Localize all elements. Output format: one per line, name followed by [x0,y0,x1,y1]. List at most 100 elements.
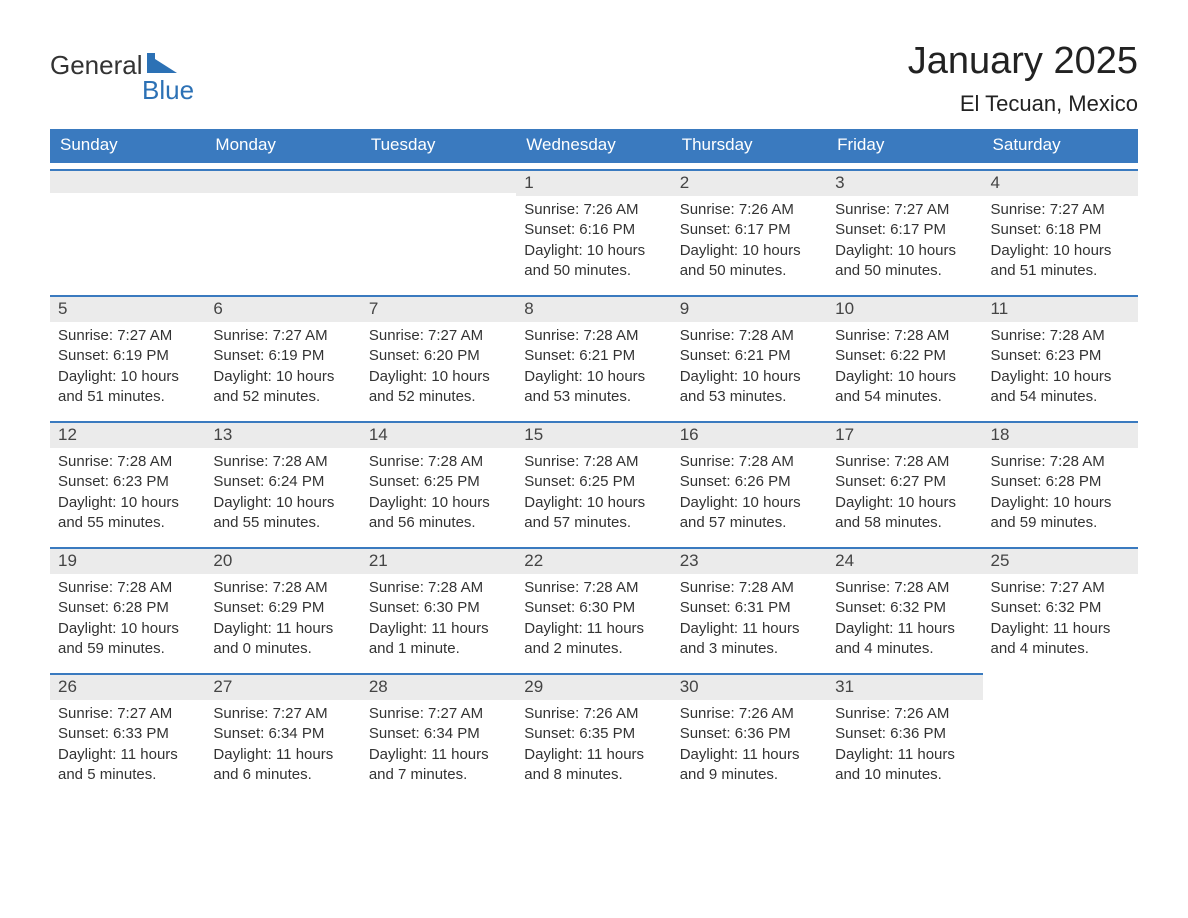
day-number: 18 [983,421,1138,448]
day-cell: 18Sunrise: 7:28 AMSunset: 6:28 PMDayligh… [983,421,1138,541]
day-number: 7 [361,295,516,322]
daylight-line1: Daylight: 10 hours [58,493,197,513]
sunrise-label: Sunrise: 7:28 AM [524,326,663,346]
daylight-line2: and 54 minutes. [835,387,974,407]
daylight-line1: Daylight: 10 hours [835,367,974,387]
daylight-line2: and 6 minutes. [213,765,352,785]
daylight-line1: Daylight: 11 hours [835,619,974,639]
daylight-line1: Daylight: 10 hours [58,619,197,639]
daylight-line2: and 50 minutes. [680,261,819,281]
daylight-line2: and 50 minutes. [835,261,974,281]
day-cell: 8Sunrise: 7:28 AMSunset: 6:21 PMDaylight… [516,295,671,415]
sunrise-label: Sunrise: 7:27 AM [213,326,352,346]
sunrise-label: Sunrise: 7:28 AM [835,326,974,346]
logo-general-text: General [50,50,143,81]
sunrise-label: Sunrise: 7:28 AM [369,452,508,472]
sunset-label: Sunset: 6:28 PM [991,472,1130,492]
weekday-header: Monday [205,129,360,163]
sunrise-label: Sunrise: 7:26 AM [835,704,974,724]
sunrise-label: Sunrise: 7:28 AM [58,578,197,598]
daylight-line2: and 53 minutes. [680,387,819,407]
sunset-label: Sunset: 6:21 PM [680,346,819,366]
day-body: Sunrise: 7:27 AMSunset: 6:32 PMDaylight:… [983,574,1138,665]
daylight-line2: and 52 minutes. [369,387,508,407]
sunset-label: Sunset: 6:17 PM [680,220,819,240]
sunset-label: Sunset: 6:25 PM [524,472,663,492]
sunrise-label: Sunrise: 7:26 AM [680,704,819,724]
sunset-label: Sunset: 6:20 PM [369,346,508,366]
daylight-line1: Daylight: 11 hours [369,745,508,765]
daylight-line2: and 58 minutes. [835,513,974,533]
day-cell: 25Sunrise: 7:27 AMSunset: 6:32 PMDayligh… [983,547,1138,667]
sunset-label: Sunset: 6:24 PM [213,472,352,492]
sunrise-label: Sunrise: 7:26 AM [524,200,663,220]
daylight-line2: and 4 minutes. [835,639,974,659]
day-number: 6 [205,295,360,322]
day-number: 22 [516,547,671,574]
day-body: Sunrise: 7:28 AMSunset: 6:31 PMDaylight:… [672,574,827,665]
sunset-label: Sunset: 6:19 PM [58,346,197,366]
daylight-line2: and 2 minutes. [524,639,663,659]
sunrise-label: Sunrise: 7:27 AM [835,200,974,220]
sunrise-label: Sunrise: 7:28 AM [524,452,663,472]
day-body: Sunrise: 7:27 AMSunset: 6:19 PMDaylight:… [50,322,205,413]
calendar: SundayMondayTuesdayWednesdayThursdayFrid… [50,129,1138,793]
day-body: Sunrise: 7:28 AMSunset: 6:30 PMDaylight:… [361,574,516,665]
day-cell: 13Sunrise: 7:28 AMSunset: 6:24 PMDayligh… [205,421,360,541]
sunrise-label: Sunrise: 7:28 AM [835,452,974,472]
day-body: Sunrise: 7:26 AMSunset: 6:35 PMDaylight:… [516,700,671,791]
daylight-line2: and 8 minutes. [524,765,663,785]
daylight-line2: and 51 minutes. [58,387,197,407]
day-number: 27 [205,673,360,700]
calendar-week: 19Sunrise: 7:28 AMSunset: 6:28 PMDayligh… [50,547,1138,667]
day-cell: 16Sunrise: 7:28 AMSunset: 6:26 PMDayligh… [672,421,827,541]
daylight-line1: Daylight: 10 hours [213,367,352,387]
sunrise-label: Sunrise: 7:28 AM [680,452,819,472]
calendar-weeks: 1Sunrise: 7:26 AMSunset: 6:16 PMDaylight… [50,169,1138,793]
sunset-label: Sunset: 6:21 PM [524,346,663,366]
day-body: Sunrise: 7:27 AMSunset: 6:34 PMDaylight:… [205,700,360,791]
day-cell: 27Sunrise: 7:27 AMSunset: 6:34 PMDayligh… [205,673,360,793]
day-body: Sunrise: 7:28 AMSunset: 6:25 PMDaylight:… [361,448,516,539]
daylight-line1: Daylight: 10 hours [524,241,663,261]
day-body: Sunrise: 7:27 AMSunset: 6:18 PMDaylight:… [983,196,1138,287]
daylight-line1: Daylight: 11 hours [991,619,1130,639]
daylight-line2: and 50 minutes. [524,261,663,281]
sunset-label: Sunset: 6:30 PM [524,598,663,618]
daylight-line2: and 7 minutes. [369,765,508,785]
day-body: Sunrise: 7:28 AMSunset: 6:23 PMDaylight:… [50,448,205,539]
day-cell: 29Sunrise: 7:26 AMSunset: 6:35 PMDayligh… [516,673,671,793]
daylight-line1: Daylight: 10 hours [58,367,197,387]
day-cell: 14Sunrise: 7:28 AMSunset: 6:25 PMDayligh… [361,421,516,541]
daylight-line1: Daylight: 11 hours [524,619,663,639]
logo-blue-text: Blue [142,75,194,106]
empty-day-cell [361,169,516,289]
weekday-header: Saturday [983,129,1138,163]
daylight-line1: Daylight: 11 hours [835,745,974,765]
title-block: January 2025 El Tecuan, Mexico [908,40,1138,117]
sunset-label: Sunset: 6:35 PM [524,724,663,744]
sunset-label: Sunset: 6:31 PM [680,598,819,618]
day-cell: 24Sunrise: 7:28 AMSunset: 6:32 PMDayligh… [827,547,982,667]
day-body: Sunrise: 7:28 AMSunset: 6:26 PMDaylight:… [672,448,827,539]
day-cell: 6Sunrise: 7:27 AMSunset: 6:19 PMDaylight… [205,295,360,415]
sunrise-label: Sunrise: 7:28 AM [680,326,819,346]
day-number: 16 [672,421,827,448]
day-number: 30 [672,673,827,700]
day-cell: 20Sunrise: 7:28 AMSunset: 6:29 PMDayligh… [205,547,360,667]
sunset-label: Sunset: 6:32 PM [835,598,974,618]
daylight-line1: Daylight: 10 hours [369,493,508,513]
daylight-line1: Daylight: 10 hours [991,367,1130,387]
day-number: 9 [672,295,827,322]
sunset-label: Sunset: 6:23 PM [991,346,1130,366]
day-cell: 9Sunrise: 7:28 AMSunset: 6:21 PMDaylight… [672,295,827,415]
sunrise-label: Sunrise: 7:28 AM [58,452,197,472]
sunset-label: Sunset: 6:25 PM [369,472,508,492]
daylight-line1: Daylight: 10 hours [213,493,352,513]
daylight-line2: and 56 minutes. [369,513,508,533]
daylight-line1: Daylight: 10 hours [524,493,663,513]
sunset-label: Sunset: 6:28 PM [58,598,197,618]
sunrise-label: Sunrise: 7:28 AM [991,452,1130,472]
daylight-line1: Daylight: 10 hours [835,241,974,261]
daylight-line1: Daylight: 10 hours [991,241,1130,261]
